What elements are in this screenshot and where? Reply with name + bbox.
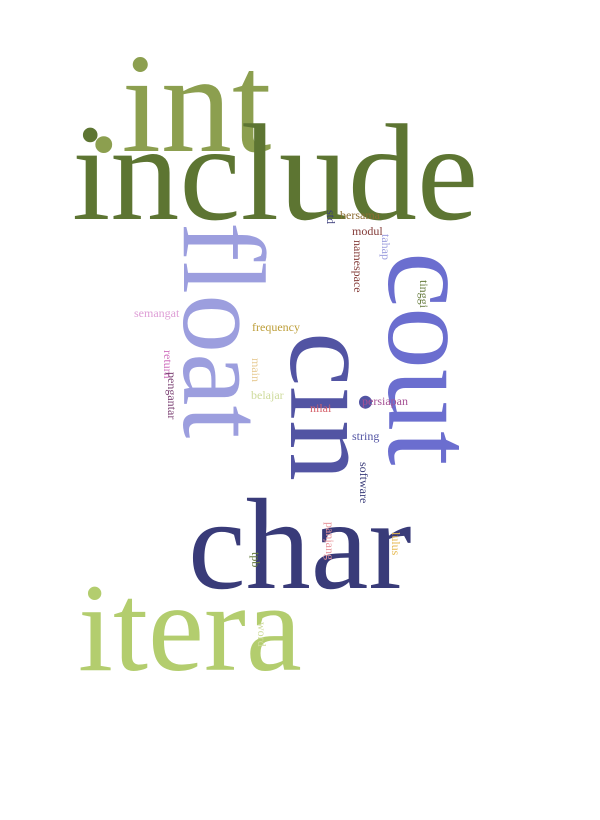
word-include: include bbox=[72, 96, 479, 249]
word-software: software bbox=[357, 462, 371, 504]
word-namespace: namespace bbox=[351, 240, 365, 293]
word-bersama: bersama bbox=[340, 208, 380, 222]
word-frequency: frequency bbox=[252, 320, 300, 334]
word-pengantar: pengantar bbox=[165, 372, 179, 420]
word-int: .int bbox=[86, 24, 272, 182]
word-modul: modul bbox=[352, 224, 383, 238]
word-tahap: tahap bbox=[379, 234, 393, 260]
word-belajar: belajar bbox=[251, 388, 284, 402]
word-itera: itera bbox=[78, 559, 302, 698]
word-panjang: panjang bbox=[323, 522, 337, 560]
word-word: word bbox=[255, 622, 269, 647]
word-semangat: semangat bbox=[134, 306, 180, 320]
word-tinggi: tinggi bbox=[417, 280, 431, 309]
word-char: char bbox=[188, 473, 412, 617]
word-lulus: lulus bbox=[389, 532, 403, 556]
word-string: string bbox=[352, 429, 380, 443]
word-std: std bbox=[324, 210, 338, 225]
word-tpb: tpb bbox=[249, 552, 263, 568]
word-nilai: nilai bbox=[310, 401, 332, 415]
word-main: main bbox=[249, 358, 263, 382]
word-persiapan: persiapan bbox=[362, 394, 408, 408]
